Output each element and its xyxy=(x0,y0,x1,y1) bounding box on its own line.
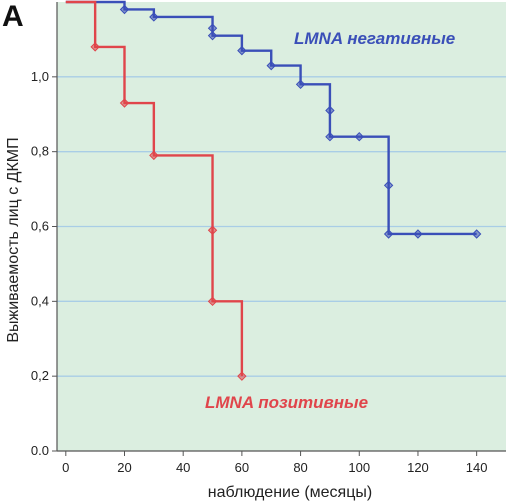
series-label-positive: LMNA позитивные xyxy=(205,393,368,412)
censor-marker-1 xyxy=(237,371,247,381)
y-tick-label: 0,2 xyxy=(31,368,49,383)
y-tick-label: 0.0 xyxy=(31,443,49,458)
censor-marker-1 xyxy=(207,225,218,235)
series-label-negative: LMNA негативные xyxy=(294,29,455,48)
censor-marker-0 xyxy=(295,79,306,90)
x-tick-label: 60 xyxy=(235,460,249,475)
series-line-1 xyxy=(65,0,244,377)
x-tick-label: 120 xyxy=(407,460,429,475)
series-line-0 xyxy=(65,0,477,236)
x-tick-label: 140 xyxy=(466,460,488,475)
y-tick-label: 1,0 xyxy=(31,69,49,84)
censor-marker-1 xyxy=(119,98,130,108)
censor-marker-0 xyxy=(266,60,276,71)
series-layer xyxy=(65,0,482,381)
x-tick-label: 80 xyxy=(293,460,307,475)
x-tick-label: 20 xyxy=(117,460,131,475)
x-tick-label: 40 xyxy=(176,460,190,475)
y-tick-label: 0,8 xyxy=(31,144,49,159)
censor-marker-1 xyxy=(90,42,100,52)
y-tick-label: 0,6 xyxy=(31,219,49,234)
censor-marker-0 xyxy=(325,105,335,116)
grid xyxy=(57,76,506,377)
censor-marker-0 xyxy=(413,229,423,239)
panel-label: A xyxy=(2,0,24,33)
censor-marker-0 xyxy=(149,12,159,22)
censor-marker-0 xyxy=(119,4,130,15)
censor-marker-0 xyxy=(237,45,247,56)
x-axis-title: наблюдение (месяцы) xyxy=(208,484,372,501)
y-tick-label: 0,4 xyxy=(31,293,49,308)
censor-marker-0 xyxy=(354,131,364,142)
x-tick-label: 0 xyxy=(62,460,69,475)
censor-marker-1 xyxy=(207,296,218,307)
censor-marker-0 xyxy=(325,131,335,142)
censor-marker-0 xyxy=(207,30,218,41)
axes: 0 20 40 60 80 100 120 140 0.0 0,2 0,4 0,6 0,8 1,0 xyxy=(31,2,506,475)
censor-marker-0 xyxy=(471,229,482,239)
censor-marker-0 xyxy=(383,229,394,239)
x-tick-label: 100 xyxy=(348,460,370,475)
censor-marker-1 xyxy=(149,150,159,161)
y-axis-title: Выживаемость лиц с ДКМП xyxy=(5,137,22,342)
censor-marker-0 xyxy=(383,180,394,191)
